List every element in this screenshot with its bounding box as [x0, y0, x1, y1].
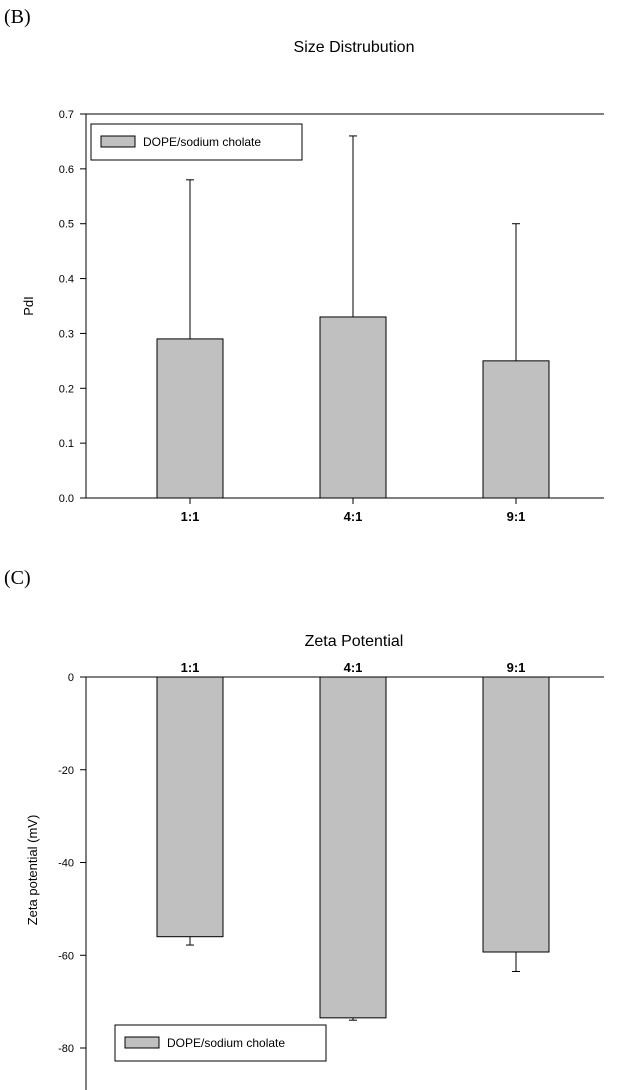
- legend-label: DOPE/sodium cholate: [143, 135, 261, 149]
- bar: [156, 338, 224, 499]
- y-tick-label: 0.5: [59, 219, 74, 231]
- legend-box: [114, 1024, 327, 1062]
- y-axis-title: PdI: [21, 296, 36, 316]
- x-tick-label: 4:1: [344, 509, 363, 524]
- x-tick-label: 9:1: [507, 660, 526, 675]
- bar: [319, 316, 387, 499]
- y-tick-label: 0.2: [59, 383, 74, 395]
- legend-swatch: [124, 1036, 160, 1049]
- panel-b-label: (B): [4, 6, 31, 28]
- x-tick-label: 9:1: [507, 509, 526, 524]
- y-tick-label: 0: [68, 672, 74, 684]
- bar: [319, 676, 387, 1019]
- chart-title: Size Distrubution: [294, 39, 415, 56]
- bar: [482, 676, 550, 953]
- legend-box: [90, 123, 303, 161]
- legend-label: DOPE/sodium cholate: [167, 1036, 285, 1050]
- y-tick-label: 0.3: [59, 328, 74, 340]
- y-tick-label: 0.7: [59, 109, 74, 121]
- panel-c-label: (C): [4, 567, 31, 589]
- chart-title: Zeta Potential: [305, 633, 404, 650]
- bar: [482, 360, 550, 499]
- y-tick-label: 0.4: [59, 274, 74, 286]
- x-tick-label: 4:1: [344, 660, 363, 675]
- y-tick-label: 0.6: [59, 164, 74, 176]
- x-tick-label: 1:1: [181, 660, 200, 675]
- legend-swatch: [100, 135, 136, 148]
- y-tick-label: -40: [58, 858, 74, 870]
- y-axis-title: Zeta potential (mV): [25, 815, 40, 926]
- y-tick-label: 0.1: [59, 438, 74, 450]
- y-tick-label: -20: [58, 765, 74, 777]
- y-tick-label: -60: [58, 950, 74, 962]
- x-tick-label: 1:1: [181, 509, 200, 524]
- bar: [156, 676, 224, 938]
- y-tick-label: -80: [58, 1043, 74, 1055]
- y-tick-label: 0.0: [59, 493, 74, 505]
